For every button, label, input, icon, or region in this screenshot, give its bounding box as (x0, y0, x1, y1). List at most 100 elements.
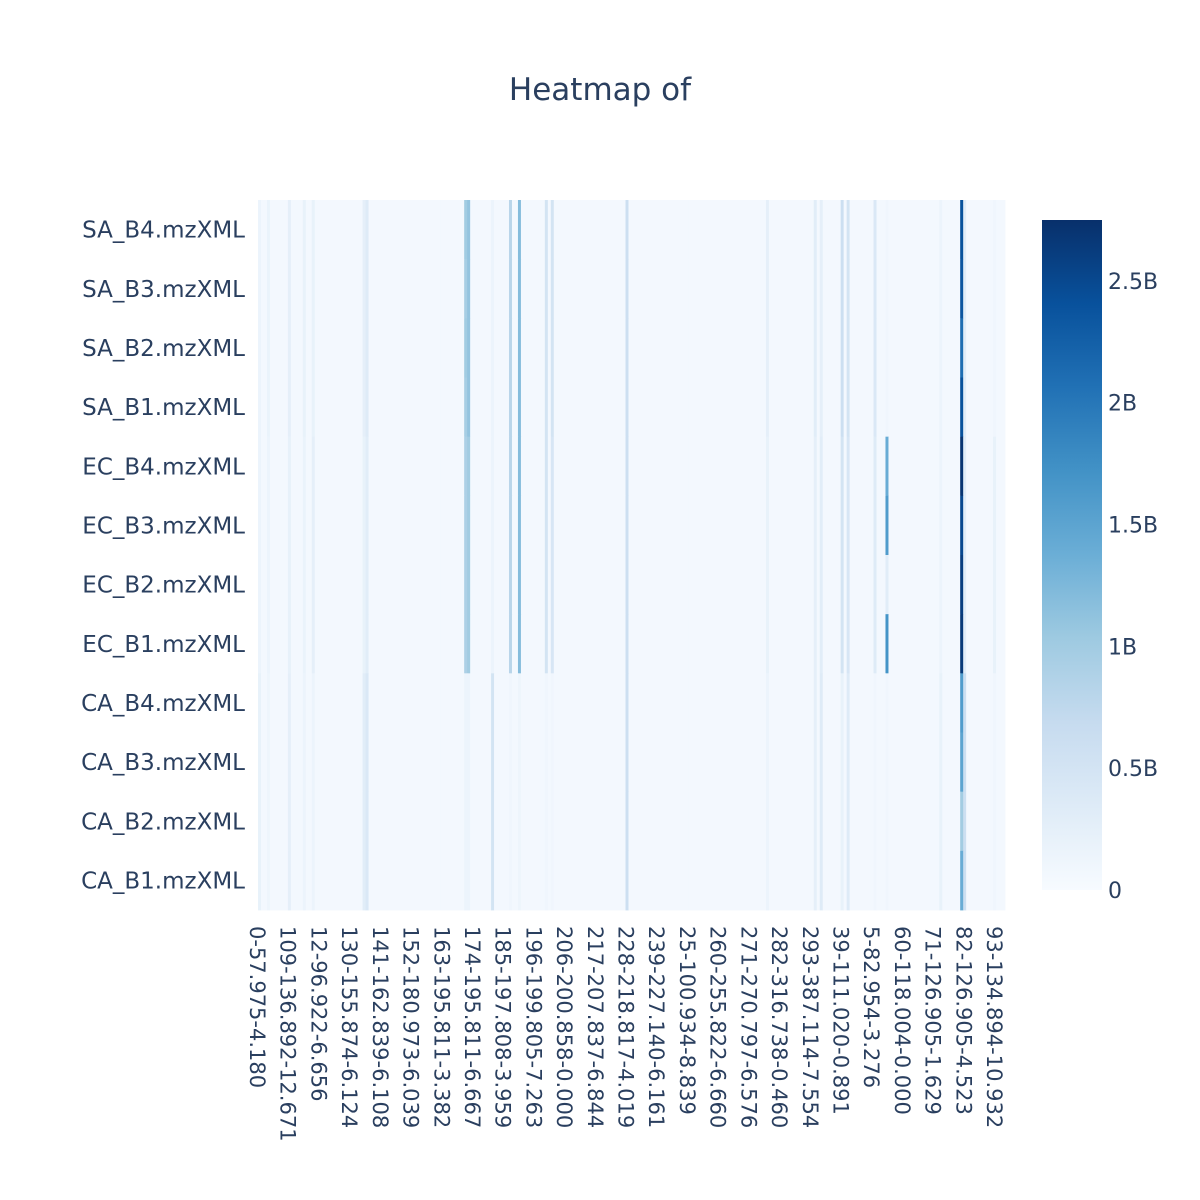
heatmap-cell (936, 732, 940, 793)
heatmap-cell (768, 791, 773, 852)
x-tick-label: 82-126.905-4.523 (951, 926, 975, 1115)
heatmap-cell (386, 614, 390, 674)
heatmap-cell (488, 436, 492, 497)
heatmap-cell (377, 673, 381, 733)
heatmap-cell (843, 555, 848, 615)
heatmap-cell (601, 495, 606, 556)
heatmap-cell (694, 732, 698, 793)
heatmap-cell (789, 850, 794, 911)
heatmap-cell (984, 318, 988, 378)
heatmap-cell (810, 436, 815, 497)
heatmap-cell (341, 259, 346, 319)
heatmap-cell (407, 436, 411, 497)
heatmap-cell (960, 495, 964, 556)
heatmap-cell (957, 614, 961, 674)
heatmap-cell (780, 200, 785, 260)
heatmap-cell (628, 318, 632, 378)
heatmap-cell (774, 436, 779, 497)
heatmap-cell (293, 200, 298, 260)
heatmap-cell (891, 495, 895, 556)
heatmap-cell (903, 673, 907, 733)
heatmap-cell (323, 200, 328, 260)
heatmap-cell (852, 850, 856, 911)
heatmap-cell (470, 850, 474, 911)
heatmap-cell (718, 495, 722, 556)
heatmap-cell (918, 495, 922, 556)
heatmap-cell (550, 791, 555, 852)
heatmap-cell (655, 377, 659, 438)
x-tick-label: 260-255.822-6.660 (706, 926, 730, 1128)
heatmap-cell (497, 850, 501, 911)
heatmap-cell (981, 555, 985, 615)
heatmap-cell (930, 732, 934, 793)
heatmap-cell (616, 732, 620, 793)
heatmap-cell (870, 850, 874, 911)
heatmap-cell (978, 555, 982, 615)
heatmap-cell (730, 555, 734, 615)
heatmap-cell (879, 495, 883, 556)
heatmap-cell (658, 850, 662, 911)
heatmap-cell (655, 318, 659, 378)
heatmap-cell (900, 673, 904, 733)
heatmap-cell (876, 259, 880, 319)
heatmap-cell (963, 318, 967, 378)
heatmap-cell (816, 555, 821, 615)
heatmap-cell (975, 732, 979, 793)
heatmap-cell (461, 614, 465, 674)
heatmap-cell (762, 259, 767, 319)
heatmap-cell (900, 200, 904, 260)
heatmap-cell (583, 614, 588, 674)
heatmap-cell (927, 436, 931, 497)
heatmap-cell (413, 555, 417, 615)
heatmap-cell (960, 850, 964, 911)
heatmap-cell (503, 436, 507, 497)
heatmap-cell (915, 436, 919, 497)
heatmap-cell (595, 555, 600, 615)
heatmap-cell (906, 791, 910, 852)
heatmap-cell (942, 377, 946, 438)
heatmap-cell (332, 318, 337, 378)
heatmap-cell (610, 614, 614, 674)
heatmap-cell (658, 614, 662, 674)
heatmap-cell (461, 850, 465, 911)
heatmap-cell (819, 259, 824, 319)
heatmap-cell (628, 259, 632, 319)
heatmap-cell (804, 259, 809, 319)
heatmap-cell (398, 377, 402, 438)
heatmap-cell (485, 850, 489, 911)
heatmap-cell (780, 732, 785, 793)
heatmap-cell (900, 732, 904, 793)
heatmap-cell (754, 259, 758, 319)
heatmap-cell (287, 850, 292, 911)
heatmap-cell (912, 673, 916, 733)
heatmap-cell (652, 436, 656, 497)
heatmap-cell (476, 318, 480, 378)
heatmap-cell (828, 377, 833, 438)
heatmap-cell (386, 495, 390, 556)
heatmap-cell (413, 732, 417, 793)
heatmap-cell (879, 850, 883, 911)
heatmap-cell (993, 318, 997, 378)
heatmap-cell (494, 377, 498, 438)
heatmap-cell (954, 555, 958, 615)
heatmap-cell (278, 200, 283, 260)
heatmap-cell (595, 850, 600, 911)
heatmap-cell (610, 555, 614, 615)
heatmap-cell (598, 200, 603, 260)
heatmap-cell (667, 850, 671, 911)
heatmap-cell (535, 200, 540, 260)
heatmap-cell (473, 732, 477, 793)
heatmap-cell (494, 673, 498, 733)
heatmap-cell (529, 732, 534, 793)
heatmap-cell (311, 436, 316, 497)
heatmap-cell (975, 200, 979, 260)
heatmap-cell (942, 318, 946, 378)
heatmap-cell (470, 555, 474, 615)
heatmap-cell (658, 555, 662, 615)
heatmap-cell (688, 436, 692, 497)
heatmap-cell (263, 555, 268, 615)
heatmap-cell (523, 791, 528, 852)
heatmap-cell (739, 555, 743, 615)
heatmap-cell (401, 436, 405, 497)
